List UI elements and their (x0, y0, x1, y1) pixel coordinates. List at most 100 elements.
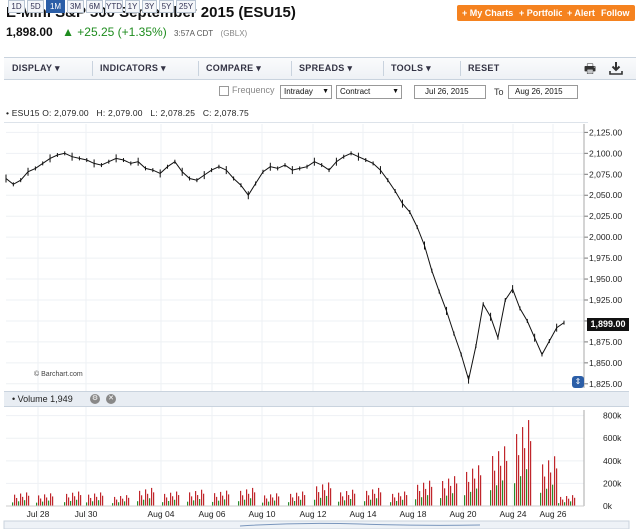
volume-bar (478, 465, 480, 506)
volume-bar (480, 475, 482, 506)
period-5d[interactable]: 5D (27, 0, 44, 13)
volume-bar (187, 501, 189, 506)
x-tick-label: Aug 06 (199, 509, 226, 519)
add-alert-button[interactable]: + Alert (562, 5, 600, 21)
volume-bar (174, 499, 176, 506)
volume-bar (294, 500, 296, 506)
period-25y[interactable]: 25Y (176, 0, 196, 13)
volume-bar (201, 489, 203, 506)
volume-bar (292, 497, 294, 506)
volume-bar (28, 495, 30, 506)
volume-bar (274, 500, 276, 506)
volume-bar (540, 492, 542, 506)
contract-select[interactable]: Contract ▼ (336, 85, 402, 99)
volume-bar (348, 495, 350, 506)
volume-bar (164, 493, 166, 506)
y-tick-label: 1,825.00 (589, 379, 622, 389)
period-3m[interactable]: 3M (67, 0, 84, 13)
volume-bar (170, 492, 172, 506)
volume-bar (500, 465, 502, 506)
quote-line: 1,898.00 ▲ +25.25 (+1.35%) 3:57A CDT (GB… (6, 25, 247, 39)
chevron-down-icon: ▾ (256, 63, 262, 73)
last-price: 1,898.00 (6, 25, 53, 39)
volume-bar (554, 456, 556, 506)
volume-bar (464, 495, 466, 506)
close-icon[interactable]: ✕ (106, 394, 116, 404)
volume-bar (143, 499, 145, 506)
volume-bar (86, 502, 88, 506)
x-tick-label: Aug 26 (540, 509, 567, 519)
period-5y[interactable]: 5Y (159, 0, 174, 13)
y-tick-label: 1,950.00 (589, 274, 622, 284)
volume-bar (44, 494, 46, 506)
volume-bar (320, 497, 322, 506)
volume-bar (14, 494, 16, 506)
volume-bar (444, 488, 446, 506)
volume-bar (504, 446, 506, 506)
download-icon[interactable] (608, 61, 624, 76)
toolbar-tools[interactable]: TOOLS ▾ (391, 63, 431, 73)
volume-bar (268, 501, 270, 506)
volume-bar (402, 499, 404, 506)
toolbar-display[interactable]: DISPLAY ▾ (12, 63, 60, 73)
volume-bar (191, 496, 193, 506)
volume-bar (100, 492, 102, 506)
frequency-checkbox[interactable] (219, 86, 229, 96)
printer-icon[interactable]: 🖶 (583, 61, 597, 76)
volume-bar (427, 495, 429, 506)
add-to-my-charts-button[interactable]: + My Charts (457, 5, 519, 21)
volume-bar (244, 499, 246, 506)
x-tick-label: Aug 12 (300, 509, 327, 519)
period-1d[interactable]: 1D (8, 0, 25, 13)
toolbar-indicators[interactable]: INDICATORS ▾ (100, 63, 166, 73)
toolbar-compare[interactable]: COMPARE ▾ (206, 63, 262, 73)
volume-bar (102, 495, 104, 506)
volume-bar (195, 491, 197, 506)
volume-bar (372, 489, 374, 506)
y-tick-label: 1,850.00 (589, 358, 622, 368)
volume-bar (114, 496, 116, 506)
price-change: +25.25 (+1.35%) (77, 25, 167, 39)
volume-bar (368, 495, 370, 506)
add-to-portfolio-button[interactable]: + Portfolio (514, 5, 569, 21)
frequency-select[interactable]: Intraday ▼ (280, 85, 332, 99)
volume-bar (216, 496, 218, 506)
volume-bar (498, 451, 500, 506)
volume-bar (288, 502, 290, 506)
gear-icon[interactable]: ⚙ (90, 394, 100, 404)
quote-time: 3:57A CDT (174, 29, 214, 38)
volume-bar (442, 481, 444, 506)
toolbar-divider (92, 61, 93, 76)
volume-bar (203, 493, 205, 506)
x-tick-label: Aug 14 (350, 509, 377, 519)
toolbar-spreads[interactable]: SPREADS ▾ (299, 63, 353, 73)
volume-bar (74, 496, 76, 506)
period-1m[interactable]: 1M (46, 0, 65, 13)
x-tick-label: Aug 04 (148, 509, 175, 519)
volume-bar (316, 486, 318, 506)
period-3y[interactable]: 3Y (142, 0, 157, 13)
volume-bar (176, 491, 178, 506)
volume-bar (370, 499, 372, 506)
volume-bar (326, 495, 328, 506)
from-date-input[interactable]: Jul 26, 2015 (414, 85, 486, 99)
volume-bar (380, 492, 382, 506)
to-date-input[interactable]: Aug 26, 2015 (508, 85, 578, 99)
volume-bar (542, 464, 544, 506)
toolbar-reset[interactable]: RESET (468, 63, 500, 73)
volume-bar (88, 494, 90, 506)
volume-bar (300, 499, 302, 506)
price-series-line (5, 152, 565, 380)
follow-button[interactable]: Follow (596, 5, 635, 21)
volume-bar (212, 501, 214, 506)
volume-bar (516, 434, 518, 506)
scale-toggle-icon[interactable]: ⇕ (572, 376, 584, 388)
period-6m[interactable]: 6M (86, 0, 103, 13)
toolbar-divider (460, 61, 461, 76)
period-1y[interactable]: 1Y (125, 0, 140, 13)
volume-bar (124, 501, 126, 506)
volume-bar (254, 492, 256, 506)
period-ytd[interactable]: YTD (105, 0, 123, 13)
volume-bar (476, 488, 478, 506)
